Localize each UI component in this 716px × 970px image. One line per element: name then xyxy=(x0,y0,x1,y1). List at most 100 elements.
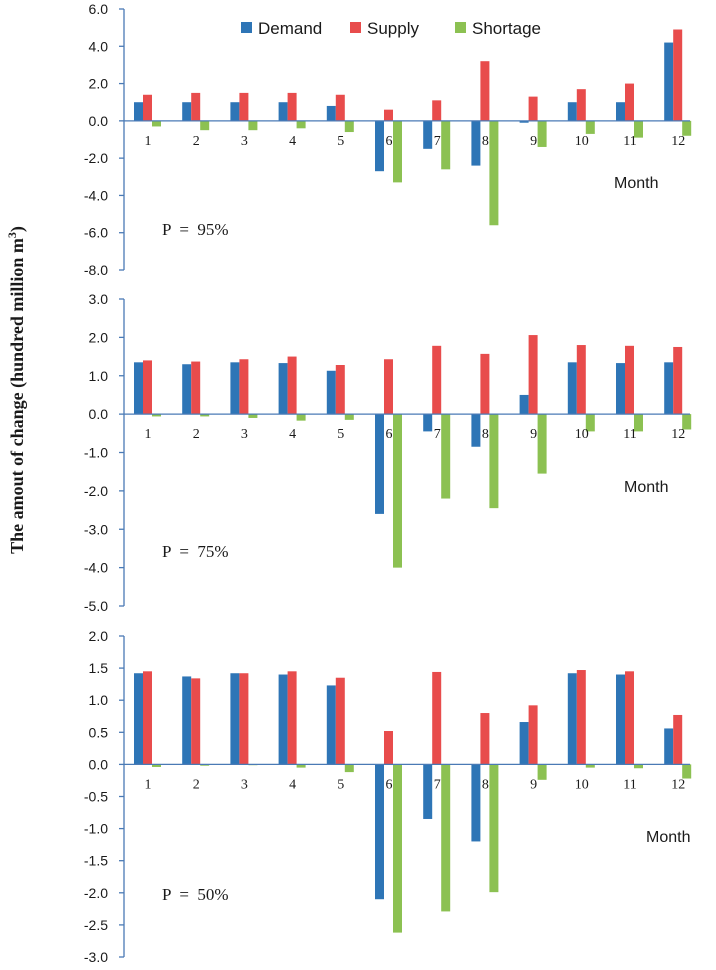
bar-supply-month-12 xyxy=(673,346,683,415)
x-tick-label: 10 xyxy=(575,134,589,149)
bar-supply-month-2 xyxy=(191,361,201,415)
bar-supply-month-1 xyxy=(143,94,152,121)
x-tick-label: 12 xyxy=(671,134,685,149)
x-tick-label: 12 xyxy=(671,777,685,792)
y-tick-label: -4.0 xyxy=(84,187,108,203)
x-tick-label: 5 xyxy=(337,134,344,149)
legend-label-supply: Supply xyxy=(367,19,419,38)
y-tick-label: -5.0 xyxy=(84,598,108,614)
x-tick-label: 6 xyxy=(386,134,393,149)
bar-demand-month-11 xyxy=(616,102,625,121)
bar-demand-month-2 xyxy=(182,676,192,765)
bar-supply-month-4 xyxy=(287,92,297,121)
bar-shortage-month-8 xyxy=(489,414,499,509)
bar-shortage-month-5 xyxy=(344,120,354,133)
bar-demand-month-5 xyxy=(326,685,336,765)
bar-supply-month-3 xyxy=(239,359,249,415)
bar-supply-month-11 xyxy=(625,345,634,415)
bar-demand-month-12 xyxy=(664,362,674,415)
y-tick-label: 1.0 xyxy=(89,368,109,384)
bar-shortage-month-12 xyxy=(682,120,692,136)
y-axis-label-superscript: 3 xyxy=(5,232,19,238)
bar-demand-month-2 xyxy=(182,102,192,121)
bar-demand-month-7 xyxy=(423,414,433,432)
legend-swatch-supply xyxy=(350,22,361,33)
probability-label: P = 95% xyxy=(162,220,229,239)
y-tick-label: 0.0 xyxy=(89,113,109,129)
bar-shortage-month-3 xyxy=(248,414,258,418)
bar-demand-month-7 xyxy=(423,764,433,819)
x-tick-label: 7 xyxy=(434,777,441,792)
y-tick-label: 0.0 xyxy=(89,406,109,422)
probability-label: P = 75% xyxy=(162,542,229,561)
bar-demand-month-2 xyxy=(182,364,192,415)
y-tick-label: -2.0 xyxy=(84,483,108,499)
bar-supply-month-1 xyxy=(143,671,152,765)
bar-demand-month-12 xyxy=(664,728,674,765)
bar-demand-month-5 xyxy=(326,105,336,121)
bar-shortage-month-1 xyxy=(152,414,161,417)
x-tick-label: 2 xyxy=(193,777,200,792)
bar-demand-month-8 xyxy=(471,764,481,842)
bar-supply-month-5 xyxy=(335,677,345,765)
x-tick-label: 2 xyxy=(193,427,200,442)
x-tick-label: 11 xyxy=(623,134,636,149)
bar-shortage-month-9 xyxy=(537,414,547,474)
y-tick-label: 3.0 xyxy=(89,291,109,307)
bar-demand-month-10 xyxy=(567,102,577,121)
x-tick-label: 1 xyxy=(145,777,152,792)
bar-supply-month-2 xyxy=(191,678,201,765)
bar-supply-month-8 xyxy=(480,61,490,121)
x-tick-label: 11 xyxy=(623,427,636,442)
bar-shortage-month-4 xyxy=(296,764,306,768)
bar-supply-month-8 xyxy=(480,713,490,765)
bar-supply-month-9 xyxy=(528,96,538,121)
bar-shortage-month-10 xyxy=(585,120,595,134)
y-tick-label: -1.0 xyxy=(84,445,108,461)
bar-demand-month-10 xyxy=(567,362,577,415)
bar-supply-month-3 xyxy=(239,92,249,121)
bar-demand-month-10 xyxy=(567,673,577,765)
bar-demand-month-1 xyxy=(134,673,143,765)
bar-supply-month-2 xyxy=(191,92,201,121)
x-tick-label: 3 xyxy=(241,777,248,792)
y-tick-label: 1.0 xyxy=(89,692,109,708)
bar-shortage-month-7 xyxy=(441,120,451,170)
bar-shortage-month-11 xyxy=(634,120,643,138)
y-axis-label-text: The amout of change (hundred million m xyxy=(7,238,28,554)
bar-shortage-month-9 xyxy=(537,120,547,147)
y-axis-label: The amout of change (hundred million m3) xyxy=(5,226,28,554)
x-tick-label: 9 xyxy=(530,134,537,149)
bar-demand-month-3 xyxy=(230,673,240,765)
bar-demand-month-6 xyxy=(375,764,384,900)
bar-demand-month-11 xyxy=(616,674,625,765)
bar-supply-month-12 xyxy=(673,714,683,765)
bar-supply-month-10 xyxy=(576,670,586,765)
bar-demand-month-11 xyxy=(616,363,625,415)
x-axis-label: Month xyxy=(624,479,668,496)
bar-supply-month-4 xyxy=(287,356,297,415)
bar-shortage-month-2 xyxy=(200,120,210,131)
bar-shortage-month-12 xyxy=(682,414,692,430)
x-axis-label: Month xyxy=(646,829,690,846)
y-tick-label: 1.5 xyxy=(89,660,109,676)
bar-demand-month-9 xyxy=(519,120,529,123)
probability-label: P = 50% xyxy=(162,885,229,904)
bar-shortage-month-12 xyxy=(682,764,692,779)
bar-supply-month-6 xyxy=(384,359,393,415)
bar-supply-month-9 xyxy=(528,335,538,415)
bar-demand-month-12 xyxy=(664,42,674,121)
bar-demand-month-5 xyxy=(326,370,336,415)
bar-supply-month-7 xyxy=(432,100,442,121)
bar-supply-month-10 xyxy=(576,345,586,415)
x-tick-label: 8 xyxy=(482,777,489,792)
x-tick-label: 3 xyxy=(241,427,248,442)
x-tick-label: 4 xyxy=(289,427,296,442)
x-tick-label: 1 xyxy=(145,427,152,442)
bar-shortage-month-9 xyxy=(537,764,547,780)
bar-shortage-month-1 xyxy=(152,120,161,127)
chart-panel-2: 3.02.01.00.0-1.0-2.0-3.0-4.0-5.01 2 3 4 5 6 7 8… xyxy=(84,291,692,614)
y-tick-label: 4.0 xyxy=(89,38,109,54)
